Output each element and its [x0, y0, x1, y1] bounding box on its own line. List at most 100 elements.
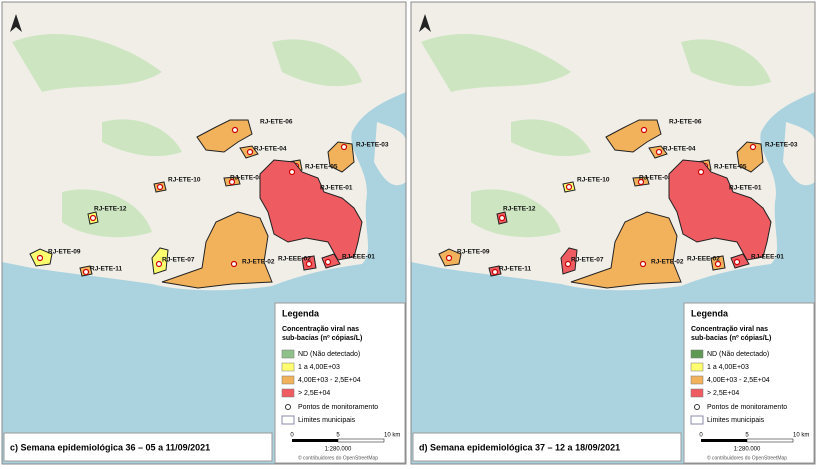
legend-label: ND (Não detectado) [298, 351, 360, 358]
scale-label: 5 [336, 433, 340, 439]
station-label: RJ-EEE-02 [687, 256, 720, 263]
scale-label: 5 [745, 433, 749, 439]
legend-point [694, 404, 700, 410]
legend-label: 4,00E+03 - 2,5E+04 [298, 377, 361, 384]
legend-label: Pontos de monitoramento [298, 404, 378, 411]
vegetation [681, 39, 771, 87]
monitoring-point [340, 143, 348, 151]
vegetation [12, 33, 162, 92]
legend-swatch [690, 349, 704, 359]
monitoring-point [714, 260, 722, 268]
monitoring-point [231, 126, 239, 134]
sub-basin [605, 119, 662, 153]
legend-label: 4,00E+03 - 2,5E+04 [707, 377, 770, 384]
sub-basin [196, 119, 253, 153]
station-label: RJ-ETE-01 [320, 185, 353, 192]
monitoring-point [305, 260, 313, 268]
monitoring-point [565, 183, 573, 191]
legend-label: ND (Não detectado) [707, 351, 769, 358]
north-arrow [10, 14, 22, 32]
scale-label: 0 [699, 433, 703, 439]
scale-label: 0 [290, 433, 294, 439]
legend-swatch [690, 362, 704, 372]
legend-swatch [281, 388, 295, 398]
station-label: RJ-ETE-07 [162, 257, 195, 264]
legend-swatch [690, 388, 704, 398]
station-label: RJ-ETE-03 [356, 142, 389, 149]
station-label: RJ-EEE-01 [751, 254, 784, 261]
panel-border [410, 1, 816, 465]
north-arrow [419, 14, 431, 32]
station-label: RJ-ETE-01 [729, 185, 762, 192]
station-label: RJ-ETE-10 [168, 177, 201, 184]
station-label: RJ-ETE-04 [663, 146, 696, 153]
sub-basin [327, 141, 355, 173]
vegetation [62, 189, 152, 238]
monitoring-point [324, 258, 332, 266]
panel-border [1, 1, 407, 465]
sub-basin [736, 141, 764, 173]
station-label: RJ-ETE-08 [639, 175, 672, 182]
legend-swatch [281, 349, 295, 359]
attribution: © contribuidores do OpenStreetMap [298, 454, 378, 461]
station-label: RJ-ETE-06 [260, 119, 293, 126]
station-label: RJ-ETE-05 [305, 164, 338, 171]
sub-basin [570, 211, 682, 289]
legend-label: Limites municipais [298, 417, 356, 424]
scale-bar [292, 439, 338, 442]
vegetation [511, 119, 591, 157]
monitoring-point [82, 268, 90, 276]
scale-ratio: 1:280.000 [325, 447, 352, 453]
legend: Legenda Concentração viral nas sub-bacias … [683, 302, 815, 464]
vegetation [102, 119, 182, 157]
scale-label: 10 km [384, 433, 400, 439]
legend-swatch [281, 362, 295, 372]
monitoring-point [156, 183, 164, 191]
vegetation [421, 33, 571, 92]
legend-label: 1 a 4,00E+03 [707, 364, 749, 371]
station-label: RJ-ETE-10 [577, 177, 610, 184]
monitoring-point [498, 214, 506, 222]
station-label: RJ-ETE-07 [571, 257, 604, 264]
monitoring-point [288, 168, 296, 176]
monitoring-point [445, 254, 453, 262]
monitoring-point [639, 260, 647, 268]
station-label: RJ-ETE-12 [503, 206, 536, 213]
vegetation [272, 39, 362, 87]
legend-title: Legenda [282, 308, 320, 318]
legend-label: 1 a 4,00E+03 [298, 364, 340, 371]
monitoring-point [89, 214, 97, 222]
sub-basin [668, 159, 772, 261]
legend-subtitle-line: sub-bacias (nº cópias/L) [282, 335, 362, 342]
station-label: RJ-ETE-11 [499, 266, 532, 273]
monitoring-point [640, 126, 648, 134]
monitoring-point [36, 254, 44, 262]
station-label: RJ-ETE-04 [254, 146, 287, 153]
sub-basin [560, 247, 578, 275]
legend-subtitle: Concentração viral nas sub-bacias (nº cóp… [691, 326, 771, 342]
station-label: RJ-ETE-11 [90, 266, 123, 273]
monitoring-point [749, 143, 757, 151]
sub-basin [151, 247, 169, 275]
monitoring-point [230, 260, 238, 268]
caption: d) Semana epidemiológica 37 – 12 a 18/09… [419, 442, 620, 452]
legend-subtitle-line: Concentração viral nas [282, 326, 359, 333]
legend-limits [690, 415, 704, 425]
sub-basin [161, 211, 273, 289]
station-label: RJ-ETE-02 [242, 259, 275, 266]
legend-label: Pontos de monitoramento [707, 404, 787, 411]
monitoring-point [246, 148, 254, 156]
legend-point [285, 404, 291, 410]
monitoring-point [733, 258, 741, 266]
legend-subtitle-line: sub-bacias (nº cópias/L) [691, 335, 771, 342]
monitoring-point [655, 148, 663, 156]
legend: Legenda Concentração viral nas sub-bacias … [274, 302, 406, 464]
legend-box [274, 302, 406, 464]
legend-limits [281, 415, 295, 425]
station-label: RJ-ETE-05 [714, 164, 747, 171]
legend-subtitle: Concentração viral nas sub-bacias (nº cóp… [282, 326, 362, 342]
scale-bar [701, 439, 747, 442]
sub-basin [259, 159, 363, 261]
station-label: RJ-ETE-12 [94, 206, 127, 213]
